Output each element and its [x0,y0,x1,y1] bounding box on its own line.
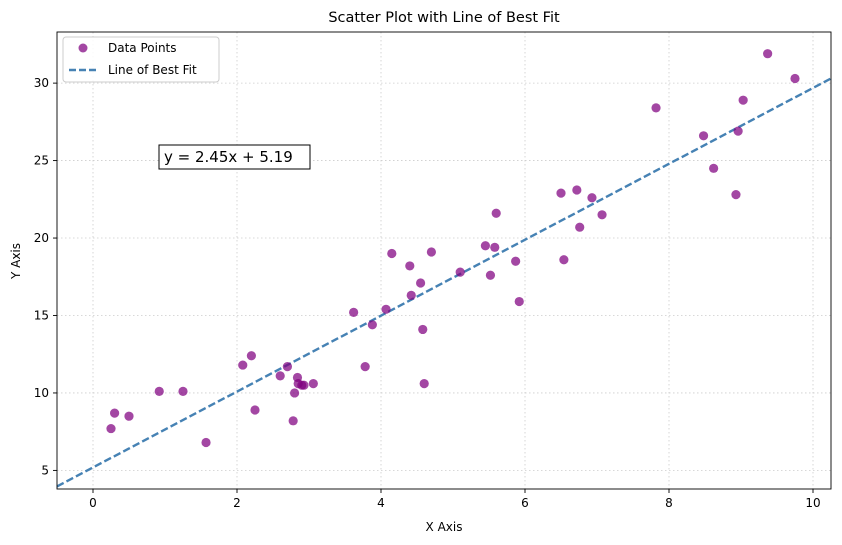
data-point [238,360,248,370]
data-point [485,270,496,280]
x-axis-label: X Axis [426,520,463,534]
chart-title: Scatter Plot with Line of Best Fit [328,10,560,26]
grid-layer [57,32,831,489]
data-point [360,362,370,372]
data-point [418,324,428,335]
data-point [698,131,709,141]
y-tick-label: 25 [34,154,49,168]
plot-frame [56,31,832,490]
data-point [308,379,318,389]
data-point [246,351,256,361]
data-point [490,242,500,252]
data-point [514,296,524,307]
best-fit-line [56,77,832,488]
legend-scatter-marker [78,43,88,53]
data-point [201,437,211,448]
x-tick-label: 2 [233,496,241,510]
data-point [349,307,359,317]
x-tick-label: 4 [377,496,385,510]
data-point [559,255,569,265]
data-point [367,320,377,330]
y-tick-label: 20 [34,231,49,245]
x-tick-layer: 0 2 4 6 8 10 [89,489,821,510]
data-point [124,411,134,421]
data-point [290,388,300,398]
data-point [250,405,260,415]
y-axis-label: Y Axis [9,243,23,280]
data-point [733,126,743,136]
data-point [572,185,582,195]
data-point [154,386,164,397]
points-layer [106,49,800,448]
data-point [387,248,397,259]
data-point [709,163,719,173]
legend: Data Points Line of Best Fit [62,36,220,83]
data-point [405,261,415,271]
x-tick-label: 10 [805,496,820,510]
y-tick-label: 10 [34,386,49,400]
data-point [282,362,292,372]
data-point [480,241,490,251]
data-point [738,95,748,105]
data-point [491,208,501,218]
data-point [299,380,309,390]
legend-label-points: Data Points [108,41,177,55]
data-point [416,278,426,288]
equation-text: y = 2.45x + 5.19 [164,148,293,166]
equation-box [158,144,311,170]
data-point [731,190,741,200]
data-point [763,49,773,59]
legend-label-line: Line of Best Fit [108,63,197,77]
y-tick-layer: 5 10 15 20 25 30 [34,76,57,477]
data-point [455,267,465,277]
data-point [426,247,436,257]
data-point [381,304,391,314]
legend-frame [62,36,220,83]
y-tick-label: 30 [34,76,49,90]
data-point [587,193,597,203]
line-layer [56,77,832,488]
data-point [275,371,285,381]
data-point [790,73,800,84]
data-point [556,188,566,198]
data-point [575,222,585,232]
y-tick-label: 15 [34,308,49,322]
data-point [511,256,521,266]
data-point [651,103,661,113]
x-tick-label: 0 [89,496,97,510]
data-point [597,210,607,220]
data-point [288,416,298,426]
y-tick-label: 5 [41,463,49,477]
data-point [178,386,188,397]
equation-annotation: y = 2.45x + 5.19 [158,144,311,170]
data-point [110,408,120,418]
x-tick-label: 6 [521,496,529,510]
data-point [106,423,116,434]
x-tick-label: 8 [665,496,673,510]
data-point [419,379,429,389]
data-point [406,290,416,300]
